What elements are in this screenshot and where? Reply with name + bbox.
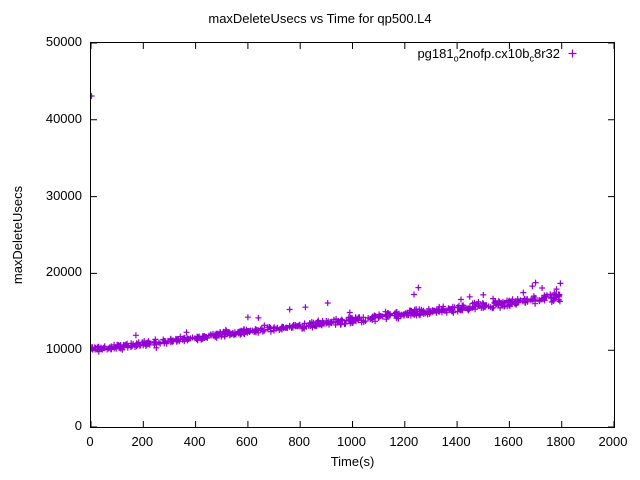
legend-subscript: c — [529, 53, 534, 64]
y-tick-label: 20000 — [45, 264, 82, 280]
legend-subscript: o — [453, 53, 459, 64]
x-tick-label: 600 — [236, 434, 258, 449]
y-tick-label: 30000 — [45, 187, 82, 203]
legend-plus-marker — [568, 49, 577, 58]
scatter-plot-svg — [91, 43, 614, 427]
plot-area — [90, 42, 615, 428]
x-tick-label: 0 — [86, 434, 94, 449]
legend-text-part: 8r32 — [533, 46, 560, 61]
x-tick-label: 800 — [288, 434, 311, 449]
x-tick-label: 200 — [131, 434, 154, 449]
scatter-points — [91, 93, 564, 355]
legend-text-part: 2nofp.cx10b — [458, 46, 530, 61]
y-tick-label: 40000 — [45, 110, 82, 126]
axis-tick-marks — [91, 43, 614, 427]
y-tick-label: 50000 — [45, 34, 82, 49]
legend-label: pg181o2nofp.cx10bc8r32 — [250, 46, 560, 64]
x-tick-label: 1600 — [493, 434, 523, 449]
x-tick-label: 1200 — [389, 434, 419, 449]
x-tick-label: 1000 — [337, 434, 366, 449]
x-tick-label: 2000 — [598, 434, 628, 449]
y-tick-label: 0 — [74, 418, 82, 433]
y-tick-label: 10000 — [45, 341, 82, 357]
x-axis-label: Time(s) — [330, 454, 375, 469]
chart-title: maxDeleteUsecs vs Time for qp500.L4 — [208, 11, 432, 26]
x-tick-label: 1400 — [441, 434, 471, 449]
x-tick-label: 400 — [183, 434, 206, 449]
legend-text-part: pg181 — [417, 46, 454, 61]
x-tick-label: 1800 — [546, 434, 576, 449]
